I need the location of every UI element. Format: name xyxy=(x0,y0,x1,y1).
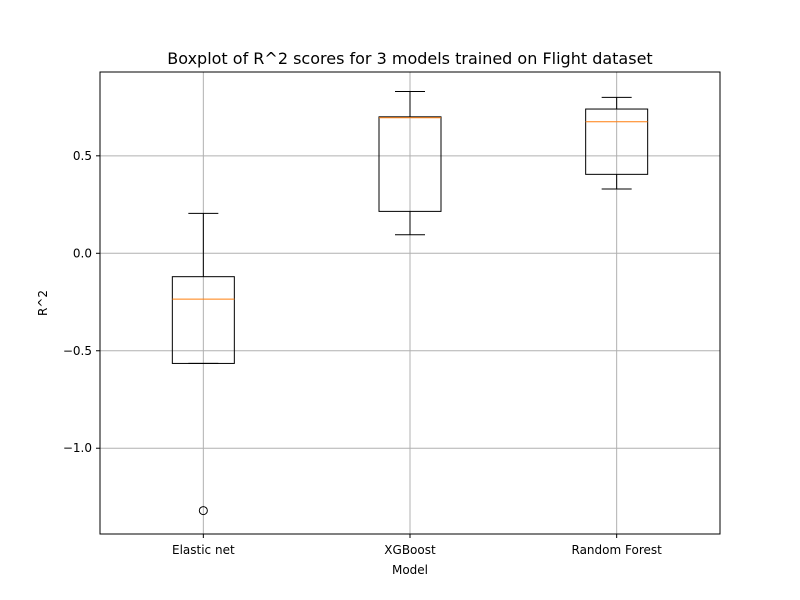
x-tick-label: Random Forest xyxy=(572,543,663,557)
box-iqr xyxy=(378,116,442,212)
y-tick-label: 0.0 xyxy=(73,246,92,260)
grid-lines xyxy=(100,72,720,534)
y-axis-label: R^2 xyxy=(36,290,50,316)
x-axis-ticks: Elastic net XGBoost Random Forest xyxy=(172,534,662,557)
box-xgboost xyxy=(378,90,442,236)
y-tick-label: −1.0 xyxy=(63,441,92,455)
x-tick-label: Elastic net xyxy=(172,543,235,557)
chart-title: Boxplot of R^2 scores for 3 models train… xyxy=(167,49,652,68)
box-series xyxy=(171,90,649,516)
y-tick-label: −0.5 xyxy=(63,344,92,358)
x-tick-label: XGBoost xyxy=(384,543,436,557)
y-tick-label: 0.5 xyxy=(73,149,92,163)
box-elastic-net xyxy=(171,212,235,516)
x-axis-label: Model xyxy=(392,563,428,577)
box-iqr xyxy=(585,108,649,175)
outlier-point xyxy=(198,506,208,516)
box-random-forest xyxy=(585,96,649,190)
box-iqr xyxy=(171,276,235,364)
y-axis-ticks: −1.0 −0.5 0.0 0.5 xyxy=(63,149,100,455)
